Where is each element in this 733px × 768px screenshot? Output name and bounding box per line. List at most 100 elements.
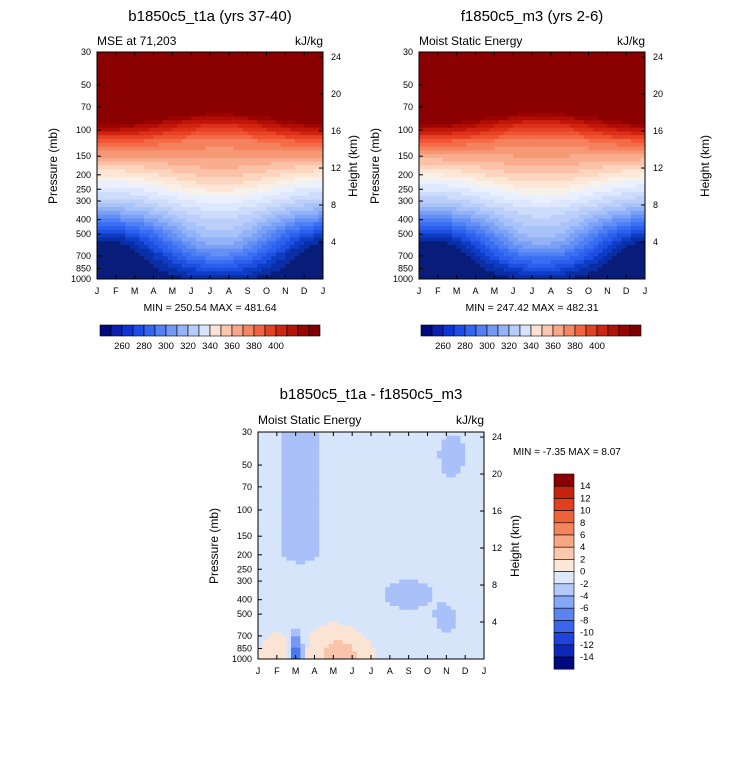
contour-cell — [527, 101, 533, 106]
contour-cell — [280, 214, 286, 220]
contour-cell — [503, 59, 510, 64]
contour-cell — [224, 74, 230, 80]
contour-cell — [214, 256, 221, 261]
contour-cell — [139, 142, 145, 148]
contour-cell — [489, 154, 495, 159]
contour-cell — [97, 135, 103, 140]
contour-cell — [536, 157, 543, 163]
contour-cell — [252, 104, 258, 110]
panel-1-left-label: MSE at 71,203 — [97, 34, 177, 48]
contour-cell — [200, 218, 206, 223]
contour-cell — [527, 169, 533, 174]
contour-cell — [612, 108, 618, 114]
contour-cell — [233, 165, 239, 170]
contour-cell — [522, 97, 528, 102]
contour-cell — [616, 104, 623, 110]
contour-cell — [318, 135, 323, 140]
contour-cell — [97, 70, 103, 76]
contour-cell — [214, 154, 221, 159]
contour-cell — [447, 176, 453, 182]
contour-cell — [172, 260, 178, 265]
contour-cell — [607, 116, 613, 121]
contour-cell — [115, 131, 122, 136]
contour-cell — [313, 108, 319, 114]
contour-cell — [437, 139, 444, 144]
contour-cell — [294, 214, 301, 220]
contour-cell — [437, 188, 444, 193]
contour-cell — [456, 188, 462, 193]
contour-cell — [313, 70, 319, 76]
contour-cell — [97, 241, 103, 246]
contour-cell — [602, 78, 608, 83]
contour-cell — [612, 86, 618, 91]
contour-cell — [466, 157, 472, 163]
contour-cell — [186, 199, 192, 204]
contour-cell — [238, 260, 244, 265]
contour-cell — [433, 70, 439, 76]
contour-cell — [574, 108, 580, 114]
contour-cell — [97, 271, 103, 276]
contour-cell — [423, 150, 430, 155]
contour-cell — [294, 150, 301, 155]
contour-cell — [626, 203, 632, 208]
contour-cell — [532, 139, 538, 144]
contour-cell — [318, 78, 323, 83]
panel-2-title: f1850c5_m3 (yrs 2-6) — [461, 8, 604, 25]
contour-cell — [494, 199, 500, 204]
contour-cell — [106, 256, 112, 261]
contour-cell — [461, 78, 467, 83]
contour-cell — [508, 165, 514, 170]
contour-cell — [508, 78, 514, 83]
contour-cell — [139, 275, 145, 279]
contour-cell — [494, 86, 500, 91]
contour-cell — [626, 131, 632, 136]
contour-cell — [125, 256, 131, 261]
contour-cell — [125, 176, 131, 182]
contour-cell — [266, 55, 272, 61]
contour-cell — [271, 188, 277, 193]
contour-cell — [228, 52, 235, 57]
contour-cell — [158, 191, 164, 197]
contour-cell — [252, 150, 258, 155]
contour-cell — [456, 135, 462, 140]
contour-cell — [210, 207, 216, 212]
contour-cell — [252, 263, 258, 269]
contour-cell — [191, 127, 197, 133]
contour-cell — [451, 180, 458, 186]
contour-cell — [635, 63, 641, 68]
contour-cell — [139, 127, 145, 133]
contour-cell — [428, 191, 434, 197]
contour-cell — [313, 150, 319, 155]
contour-cell — [280, 180, 286, 186]
contour-cell — [134, 248, 140, 254]
contour-cell — [304, 203, 310, 208]
contour-cell — [579, 104, 585, 110]
contour-cell — [494, 82, 500, 87]
contour-cell — [640, 108, 645, 114]
contour-cell — [508, 101, 514, 106]
contour-cell — [517, 123, 524, 129]
contour-cell — [158, 260, 164, 265]
contour-cell — [148, 127, 155, 133]
contour-cell — [139, 97, 145, 102]
contour-cell — [257, 218, 263, 223]
contour-cell — [191, 207, 197, 212]
contour-cell — [480, 55, 486, 61]
contour-cell — [172, 173, 178, 178]
contour-cell — [247, 142, 253, 148]
contour-cell — [513, 131, 519, 136]
contour-cell — [148, 131, 155, 136]
contour-cell — [475, 139, 481, 144]
contour-cell — [560, 104, 566, 110]
contour-cell — [294, 222, 301, 227]
contour-cell — [228, 89, 235, 95]
contour-cell — [635, 154, 641, 159]
contour-cell — [210, 116, 216, 121]
contour-cell — [419, 157, 425, 163]
contour-cell — [304, 184, 310, 189]
contour-cell — [167, 263, 173, 269]
contour-cell — [574, 116, 580, 121]
contour-cell — [456, 157, 462, 163]
contour-cell — [308, 275, 315, 279]
contour-cell — [101, 195, 108, 201]
